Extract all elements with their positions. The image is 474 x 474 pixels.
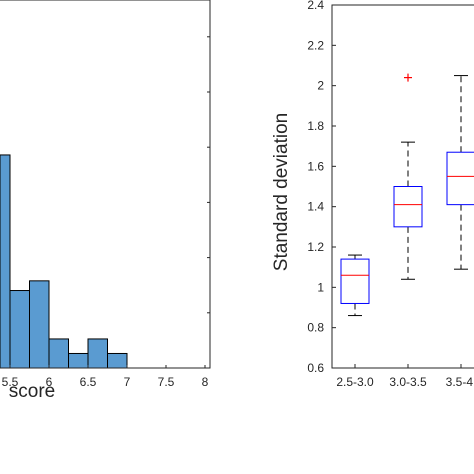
histogram-bar — [87, 338, 108, 369]
boxplot-y-tick-label: 1.2 — [307, 240, 324, 254]
histogram-x-ticks: 5.5 6 6.5 7 7.5 8 — [2, 36, 210, 389]
histogram-x-tick-label: 8 — [202, 375, 209, 389]
histogram-bar — [48, 338, 69, 369]
boxplot-y-tick-label: 2.4 — [307, 0, 324, 12]
boxplot-x-tick-label: 3.5-4. — [446, 375, 474, 389]
boxplot-y-tick-label: 2.2 — [307, 38, 324, 52]
boxplot-y-tick-label: 0.6 — [307, 361, 324, 375]
boxplot-x-tick-label: 3.0-3.5 — [389, 375, 427, 389]
boxplot-y-tick-label: 0.8 — [307, 321, 324, 335]
histogram-x-label: score — [9, 381, 55, 402]
histogram-axes-frame — [0, 0, 211, 369]
boxplot-outlier — [404, 73, 412, 82]
boxplot-box — [340, 258, 370, 304]
boxplot-axes-frame — [331, 4, 474, 369]
boxplot-y-tick-label: 1 — [317, 280, 324, 294]
boxplot-x-tick-label: 2.5-3.0 — [336, 375, 374, 389]
boxplot-y-tick-label: 1.8 — [307, 119, 324, 133]
boxplot-y-ticks: 0.6 0.8 1 1.2 1.4 1.6 1.8 2 2.2 2.4 — [307, 0, 336, 375]
histogram-bar — [68, 352, 89, 369]
histogram-bar — [29, 280, 50, 369]
boxplot-y-tick-label: 1.6 — [307, 159, 324, 173]
histogram-x-tick-label: 7 — [124, 375, 131, 389]
histogram-x-tick-label: 6.5 — [80, 375, 97, 389]
boxplot-boxes — [340, 73, 474, 317]
histogram-x-tick-label: 6 — [46, 375, 53, 389]
histogram-panel: 5.5 6 6.5 7 7.5 8 score — [0, 0, 211, 402]
boxplot-x-ticks: 2.5-3.0 3.0-3.5 3.5-4. — [336, 364, 474, 389]
boxplot-box-group — [340, 254, 370, 317]
histogram-bar — [107, 352, 128, 369]
boxplot-box-group — [446, 75, 474, 270]
boxplot-y-tick-label: 1.4 — [307, 200, 324, 214]
boxplot-panel: 0.6 0.8 1 1.2 1.4 1.6 1.8 2 2.2 2.4 2.5-3.0 3.0-3.… — [271, 0, 474, 389]
boxplot-box-group — [393, 73, 423, 280]
histogram-bars — [0, 154, 128, 369]
histogram-bar — [9, 290, 30, 369]
boxplot-box — [446, 151, 474, 206]
histogram-bar — [0, 154, 11, 369]
histogram-x-tick-label: 7.5 — [158, 375, 175, 389]
histogram-x-tick-label: 5.5 — [2, 375, 19, 389]
boxplot-y-label: Standard deviation — [271, 113, 292, 271]
boxplot-y-tick-label: 2 — [317, 79, 324, 93]
boxplot-box — [393, 186, 423, 228]
